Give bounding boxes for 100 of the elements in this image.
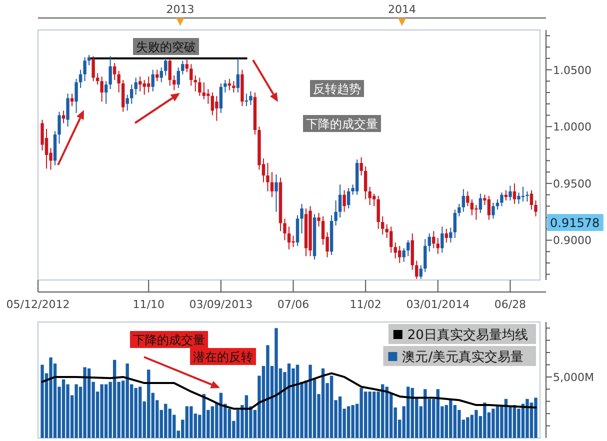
y-tick-label: 1.0000 xyxy=(553,120,592,134)
bar xyxy=(308,364,312,438)
candlestick xyxy=(151,69,154,92)
annotation: 下降的成交量 xyxy=(133,333,205,347)
candlestick xyxy=(83,56,86,82)
bar xyxy=(466,417,470,438)
bar xyxy=(360,388,363,438)
annotation: 下降的成交量 xyxy=(306,117,378,131)
candlestick xyxy=(364,166,368,200)
candlestick xyxy=(142,80,146,96)
candlestick xyxy=(440,226,444,254)
candlestick xyxy=(270,172,274,198)
y-tick-label: 0.9000 xyxy=(553,234,592,248)
bar xyxy=(287,364,291,438)
candlestick xyxy=(338,184,342,218)
bar xyxy=(147,370,150,438)
candlestick xyxy=(147,76,150,93)
candlestick xyxy=(138,76,142,92)
candlestick xyxy=(360,156,363,176)
bar xyxy=(83,367,86,438)
candlestick xyxy=(415,260,418,280)
bar xyxy=(474,410,478,438)
candlestick xyxy=(78,69,82,88)
candlestick xyxy=(402,248,406,262)
candlestick xyxy=(190,64,193,86)
candlestick xyxy=(444,228,448,243)
bar xyxy=(40,364,44,438)
candlestick xyxy=(236,58,240,93)
candlestick xyxy=(292,235,295,248)
candlestick xyxy=(372,193,376,207)
bar xyxy=(100,384,104,438)
x-tick-label: 05/12/2012 xyxy=(6,298,70,311)
candlestick xyxy=(224,80,227,93)
candlestick xyxy=(274,174,278,212)
candlestick xyxy=(185,58,188,73)
candlestick xyxy=(508,185,512,201)
y-tick-label: 0.9500 xyxy=(553,177,592,190)
bar xyxy=(351,405,354,438)
candlestick xyxy=(436,237,440,254)
candlestick xyxy=(368,186,372,206)
candlestick xyxy=(104,80,108,104)
candlestick xyxy=(62,110,66,124)
x2-tick-label: 2013 xyxy=(166,3,194,16)
bar xyxy=(321,368,325,438)
candlestick xyxy=(453,209,457,238)
candlestick xyxy=(168,58,172,86)
candlestick xyxy=(398,245,402,264)
candlestick xyxy=(432,230,436,249)
bar xyxy=(449,398,452,438)
candlestick xyxy=(496,198,500,210)
y-tick-label: 1.0500 xyxy=(553,64,592,77)
x-tick-label: 03/09/2013 xyxy=(189,298,253,311)
candlestick xyxy=(512,182,516,204)
candlestick xyxy=(470,198,474,216)
candlestick xyxy=(202,82,206,100)
bar xyxy=(210,406,214,438)
candlestick xyxy=(346,187,350,209)
candlestick xyxy=(134,77,138,96)
candlestick xyxy=(121,80,125,112)
candlestick xyxy=(112,62,116,80)
candlestick xyxy=(100,76,104,102)
candlestick xyxy=(517,192,520,204)
candlestick xyxy=(424,238,427,273)
bar xyxy=(134,388,138,438)
bar xyxy=(364,392,368,438)
bar xyxy=(424,389,427,438)
candlestick xyxy=(194,74,198,92)
bar xyxy=(104,384,108,438)
candlestick xyxy=(210,92,214,116)
candlestick xyxy=(394,242,397,259)
bar xyxy=(526,398,529,438)
bar xyxy=(496,406,500,438)
bar xyxy=(338,396,342,438)
candlestick xyxy=(380,216,384,236)
bar xyxy=(410,388,414,438)
candlestick xyxy=(474,204,478,220)
bar xyxy=(380,384,384,438)
bar xyxy=(492,408,495,438)
candlestick xyxy=(164,58,168,76)
candlestick xyxy=(66,93,70,128)
candlestick xyxy=(206,88,210,104)
candlestick xyxy=(181,60,184,75)
candlestick xyxy=(530,190,534,210)
candlestick xyxy=(74,78,78,114)
bar xyxy=(296,364,300,438)
x-tick-label: 11/02 xyxy=(350,298,382,311)
bar xyxy=(368,392,372,438)
candlestick xyxy=(342,190,346,212)
candlestick xyxy=(58,111,61,144)
x-tick-label: 06/28 xyxy=(494,298,526,311)
x-tick-label: 07/06 xyxy=(277,298,310,311)
candlestick xyxy=(487,195,491,220)
candlestick xyxy=(130,84,134,104)
candlestick xyxy=(40,119,44,151)
x-tick-label: 03/01/2014 xyxy=(406,298,470,311)
bar xyxy=(49,357,52,438)
annotation: 反转趋势 xyxy=(313,82,361,96)
bar xyxy=(190,406,193,438)
candlestick xyxy=(466,190,470,207)
candlestick xyxy=(198,77,202,96)
